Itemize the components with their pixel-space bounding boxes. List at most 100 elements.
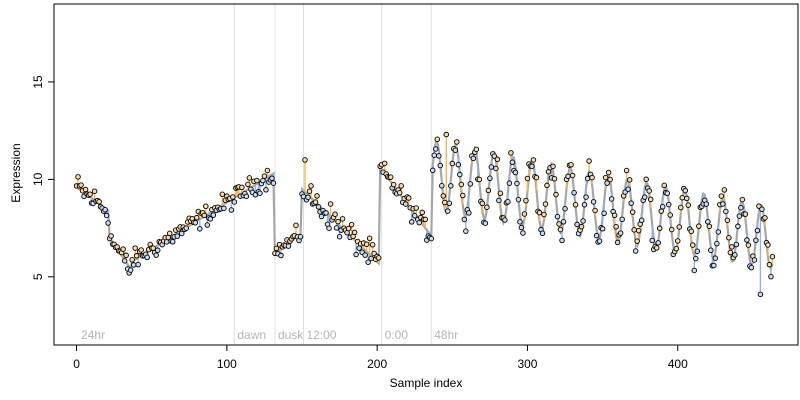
data-point-156 <box>308 183 314 189</box>
data-point-383 <box>649 237 655 244</box>
data-point-463 <box>769 253 776 260</box>
data-point-290 <box>509 159 516 166</box>
data-point-350 <box>599 226 606 232</box>
data-point-324 <box>560 218 567 225</box>
data-point-445 <box>742 211 749 217</box>
data-point-183 <box>348 221 355 228</box>
data-point-19 <box>102 206 108 213</box>
data-point-126 <box>263 187 269 193</box>
data-point-312 <box>542 201 549 207</box>
data-point-21 <box>105 220 111 226</box>
data-point-276 <box>488 164 495 170</box>
data-point-387 <box>655 240 661 246</box>
data-point-402 <box>678 204 684 211</box>
data-point-381 <box>646 188 652 194</box>
data-point-228 <box>416 219 422 226</box>
marker-label-corner: 24hr <box>81 328 105 342</box>
x-tick-label-2: 200 <box>367 357 387 371</box>
data-point-252 <box>452 147 459 153</box>
data-point-254 <box>455 161 462 168</box>
data-point-64 <box>169 239 176 245</box>
data-point-330 <box>569 172 576 179</box>
data-point-216 <box>398 183 404 189</box>
data-point-185 <box>351 229 358 236</box>
data-point-242 <box>437 162 444 169</box>
data-point-279 <box>493 165 499 172</box>
data-point-393 <box>664 190 670 197</box>
data-point-194 <box>365 259 371 265</box>
data-point-133 <box>273 245 280 252</box>
data-point-80 <box>194 214 200 221</box>
x-tick-label-0: 0 <box>73 357 80 371</box>
data-point-54 <box>154 247 161 253</box>
data-point-250 <box>449 160 456 167</box>
data-point-371 <box>631 227 637 233</box>
data-point-340 <box>584 175 591 182</box>
data-point-296 <box>518 224 525 231</box>
data-point-353 <box>604 180 610 186</box>
data-point-273 <box>484 204 490 210</box>
data-point-230 <box>419 209 425 216</box>
data-point-31 <box>120 246 126 252</box>
data-point-247 <box>445 208 451 214</box>
data-point-299 <box>523 197 529 204</box>
data-point-306 <box>533 174 540 181</box>
data-point-442 <box>738 204 744 211</box>
y-axis-title: Expression <box>9 143 23 202</box>
data-point-376 <box>638 217 645 224</box>
data-point-460 <box>765 242 771 248</box>
data-point-429 <box>718 193 725 199</box>
data-point-155 <box>306 188 313 194</box>
data-point-91 <box>210 212 217 218</box>
data-point-12 <box>91 188 98 194</box>
data-point-386 <box>653 245 660 251</box>
data-point-240 <box>434 136 441 143</box>
data-point-343 <box>589 174 595 181</box>
data-point-103 <box>228 207 235 213</box>
data-point-436 <box>729 244 735 250</box>
data-point-232 <box>422 216 428 223</box>
data-point-245 <box>442 199 448 206</box>
data-point-352 <box>602 174 609 181</box>
data-point-358 <box>611 212 618 219</box>
data-point-366 <box>623 167 630 174</box>
data-point-124 <box>260 177 266 184</box>
data-point-256 <box>458 181 465 188</box>
data-point-115 <box>246 175 253 181</box>
data-point-177 <box>339 216 346 222</box>
data-point-268 <box>476 176 483 183</box>
data-point-368 <box>626 177 633 183</box>
data-point-161 <box>315 204 322 210</box>
data-point-32 <box>121 258 128 264</box>
data-point-110 <box>239 184 245 191</box>
data-point-413 <box>694 248 701 254</box>
data-point-405 <box>682 187 689 194</box>
data-point-264 <box>470 155 477 162</box>
data-point-196 <box>368 255 374 262</box>
data-point-322 <box>557 226 564 233</box>
data-point-70 <box>179 230 185 237</box>
data-point-6 <box>82 186 89 193</box>
data-point-354 <box>605 169 612 176</box>
data-point-20 <box>103 212 110 219</box>
x-tick-label-4: 400 <box>668 357 688 371</box>
data-point-323 <box>559 237 565 244</box>
plot-frame <box>53 3 799 346</box>
data-point-215 <box>396 190 403 196</box>
data-point-62 <box>166 230 173 237</box>
data-point-280 <box>494 156 501 163</box>
data-point-410 <box>690 242 696 248</box>
data-point-98 <box>221 205 227 212</box>
data-point-351 <box>601 210 607 217</box>
data-point-409 <box>688 228 695 235</box>
data-point-338 <box>581 201 588 208</box>
data-point-321 <box>556 221 562 227</box>
data-point-379 <box>643 176 649 183</box>
data-point-449 <box>748 264 755 271</box>
data-point-113 <box>243 193 250 200</box>
data-point-453 <box>754 227 761 234</box>
data-point-318 <box>551 175 558 182</box>
marker-label-3: 0:00 <box>385 328 409 342</box>
data-point-345 <box>592 207 598 214</box>
data-point-452 <box>753 237 759 244</box>
